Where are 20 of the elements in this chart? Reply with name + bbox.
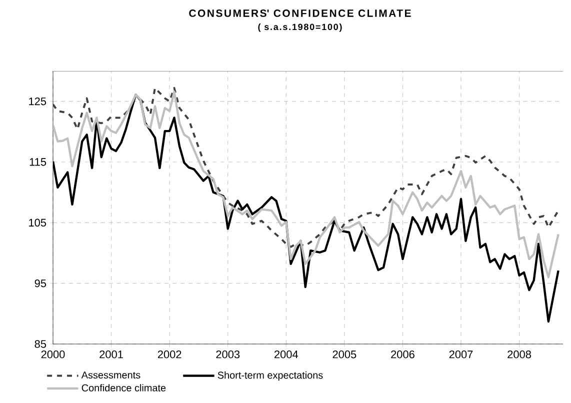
x-tick-label: 2002 [158, 350, 182, 358]
x-tick-label: 2001 [100, 350, 123, 358]
y-tick-label: 85 [34, 340, 46, 348]
y-tick-label: 115 [30, 158, 46, 166]
x-tick-label: 2008 [508, 350, 531, 358]
x-tick-label: 2007 [449, 350, 473, 358]
y-tick-label: 125 [29, 97, 46, 106]
x-tick-label: 2004 [274, 350, 298, 358]
chart-title: CONSUMERS' CONFIDENCE CLIMATE [189, 10, 411, 17]
x-tick-label: 2006 [391, 350, 414, 358]
legend-label: Short-term expectations [218, 371, 323, 381]
x-tick-label: 2005 [332, 350, 356, 358]
y-tick-label: 105 [29, 218, 46, 227]
x-tick-label: 2000 [41, 350, 65, 358]
y-tick-label: 95 [34, 279, 46, 288]
legend-label: Confidence climate [82, 384, 166, 392]
x-tick-label: 2003 [216, 350, 240, 358]
legend-label: Assessments [81, 372, 140, 379]
chart-subtitle: ( s.a.s.1980=100) [258, 24, 342, 32]
line-series [53, 86, 560, 248]
